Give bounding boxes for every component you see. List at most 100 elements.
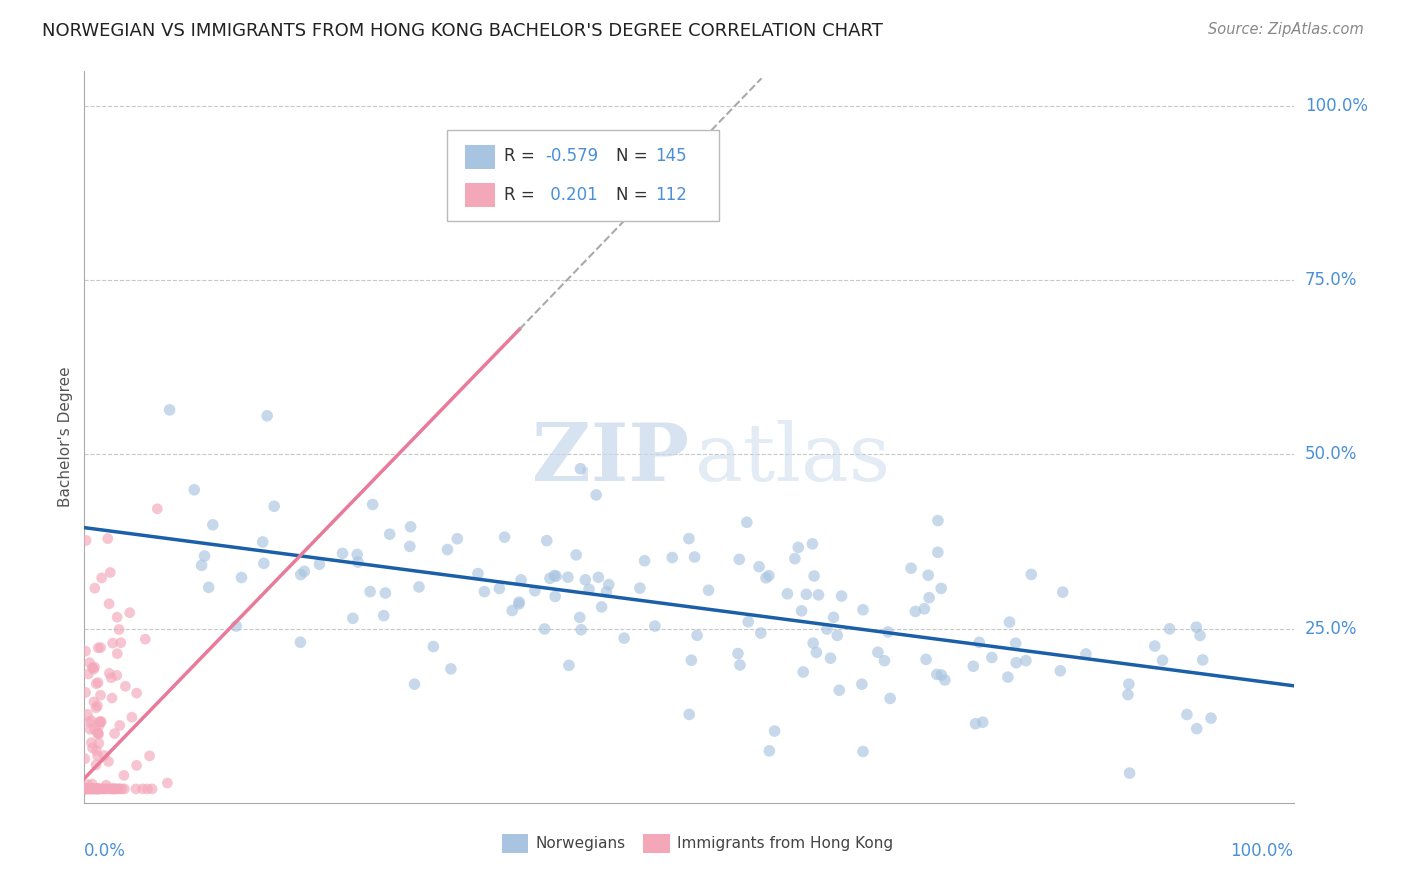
Point xyxy=(101,781,124,796)
Point xyxy=(231,570,253,584)
Point xyxy=(536,533,558,548)
Point xyxy=(980,650,1002,665)
Point xyxy=(1004,636,1026,650)
Point xyxy=(523,583,546,598)
Point xyxy=(565,548,588,562)
Point xyxy=(134,632,156,647)
Text: 100.0%: 100.0% xyxy=(1305,97,1368,115)
Point xyxy=(75,781,97,796)
Point xyxy=(76,781,98,796)
Point xyxy=(332,546,354,560)
Point xyxy=(252,535,274,549)
Point xyxy=(823,610,845,624)
Point xyxy=(851,677,873,691)
Point xyxy=(347,555,370,569)
Point xyxy=(100,671,122,685)
Text: N =: N = xyxy=(616,186,654,204)
Point xyxy=(87,640,110,655)
Point xyxy=(308,558,330,572)
Point xyxy=(758,568,780,582)
Point xyxy=(86,698,108,713)
Point xyxy=(1049,664,1071,678)
Point xyxy=(83,660,105,674)
Point xyxy=(825,628,848,642)
Point xyxy=(591,599,613,614)
Point xyxy=(404,677,426,691)
Point xyxy=(103,781,125,796)
Point xyxy=(790,604,813,618)
Point xyxy=(544,590,567,604)
Point xyxy=(697,583,720,598)
Point xyxy=(510,573,533,587)
Point xyxy=(927,514,949,528)
Point xyxy=(87,726,110,740)
Point xyxy=(108,781,131,796)
Point xyxy=(727,647,749,661)
Point xyxy=(758,744,780,758)
Text: 0.201: 0.201 xyxy=(546,186,598,204)
Point xyxy=(776,587,799,601)
Text: 145: 145 xyxy=(655,147,686,165)
Point xyxy=(183,483,205,497)
Point xyxy=(925,667,948,681)
Point xyxy=(75,644,97,658)
Point xyxy=(997,670,1019,684)
Point xyxy=(574,573,596,587)
Point xyxy=(828,683,851,698)
Point xyxy=(972,715,994,730)
Point xyxy=(1143,639,1166,653)
Point xyxy=(820,651,842,665)
Point xyxy=(96,778,118,792)
Point xyxy=(877,624,900,639)
Point xyxy=(86,781,108,796)
Point xyxy=(76,781,98,796)
Point xyxy=(929,582,952,596)
Point xyxy=(93,781,115,796)
Point xyxy=(75,781,97,796)
Point xyxy=(87,781,110,796)
Point xyxy=(1191,653,1213,667)
Point xyxy=(80,781,103,796)
Point xyxy=(83,581,105,595)
Point xyxy=(422,640,444,654)
Point xyxy=(598,577,620,591)
Point xyxy=(104,781,127,796)
Point xyxy=(80,781,103,796)
Point xyxy=(661,550,683,565)
Point xyxy=(904,605,927,619)
Point xyxy=(118,606,141,620)
Point xyxy=(917,568,939,582)
Point xyxy=(89,781,111,796)
Point xyxy=(748,559,770,574)
Point xyxy=(98,666,121,681)
Point xyxy=(103,781,125,796)
Point xyxy=(292,565,315,579)
Point xyxy=(73,752,96,766)
Point xyxy=(915,652,938,666)
Point xyxy=(90,571,112,585)
Point xyxy=(75,685,97,699)
Point xyxy=(125,686,148,700)
Point xyxy=(879,691,901,706)
Point xyxy=(543,568,565,582)
Point xyxy=(76,778,98,792)
Point xyxy=(112,768,135,782)
Text: N =: N = xyxy=(616,147,654,165)
Point xyxy=(568,610,591,624)
Point xyxy=(1116,688,1139,702)
Point xyxy=(73,781,96,796)
Point xyxy=(75,781,97,796)
Point xyxy=(1118,766,1140,780)
Text: Norwegians: Norwegians xyxy=(536,836,626,851)
Text: 75.0%: 75.0% xyxy=(1305,271,1357,289)
Text: R =: R = xyxy=(503,186,540,204)
Text: 112: 112 xyxy=(655,186,688,204)
Point xyxy=(84,781,107,796)
Text: -0.579: -0.579 xyxy=(546,147,598,165)
Point xyxy=(796,587,818,601)
Point xyxy=(131,781,153,796)
Point xyxy=(108,623,131,637)
Point xyxy=(374,586,396,600)
Point xyxy=(82,741,104,756)
Point xyxy=(373,608,395,623)
